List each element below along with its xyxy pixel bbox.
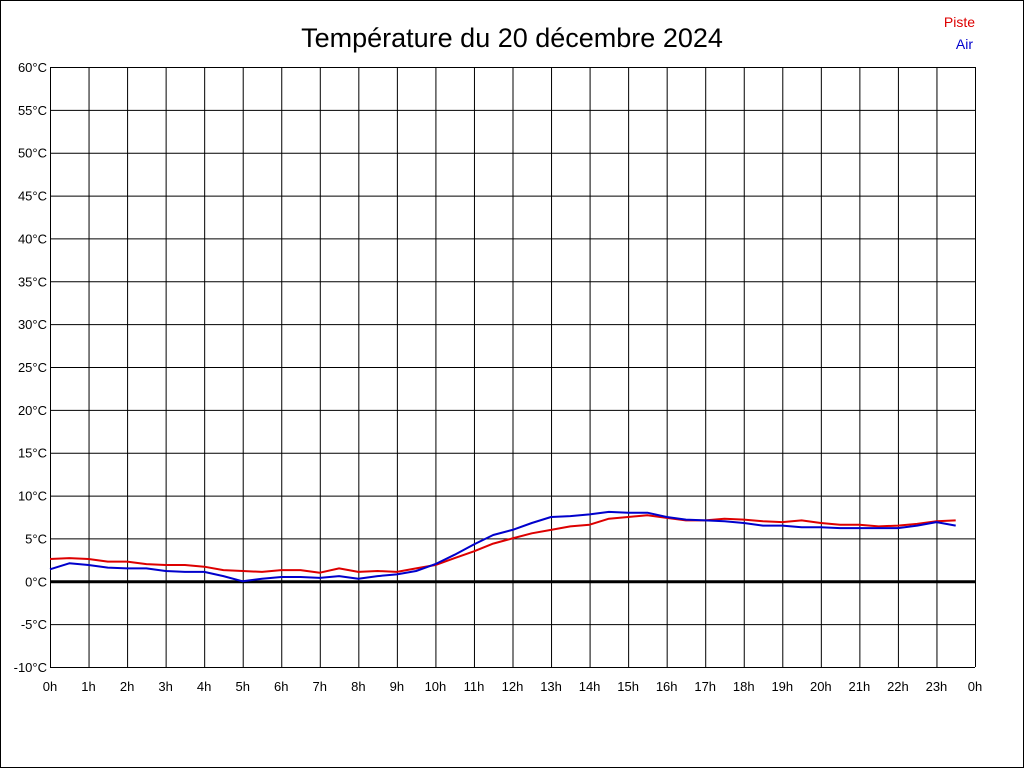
y-tick-label: 10°C [18, 489, 47, 504]
x-tick-label: 13h [540, 679, 562, 694]
x-tick-label: 7h [313, 679, 327, 694]
y-tick-label: 20°C [18, 403, 47, 418]
legend-entry-piste: Piste [944, 14, 975, 30]
y-tick-label: 25°C [18, 360, 47, 375]
grid [50, 67, 976, 668]
y-tick-label: 15°C [18, 446, 47, 461]
x-tick-label: 22h [887, 679, 909, 694]
y-tick-label: 55°C [18, 103, 47, 118]
chart-title: Température du 20 décembre 2024 [301, 23, 723, 53]
x-tick-label: 9h [390, 679, 404, 694]
x-axis-tick-labels: 0h 1h 2h 3h 4h 5h 6h 7h 8h 9h 10h 11h 12h 13h 14h 15h 16… [43, 679, 982, 694]
legend-entry-air: Air [956, 36, 973, 52]
x-tick-label: 5h [235, 679, 249, 694]
y-tick-label: 45°C [18, 189, 47, 204]
x-tick-label: 19h [771, 679, 793, 694]
y-tick-label: 0°C [25, 574, 47, 589]
y-tick-label: 30°C [18, 317, 47, 332]
x-tick-label: 16h [656, 679, 678, 694]
x-tick-label: 23h [926, 679, 948, 694]
y-tick-label: -5°C [21, 617, 47, 632]
x-tick-label: 3h [158, 679, 172, 694]
x-tick-label: 10h [425, 679, 447, 694]
x-tick-label: 8h [351, 679, 365, 694]
x-tick-label: 18h [733, 679, 755, 694]
x-tick-label: 1h [81, 679, 95, 694]
y-tick-label: 50°C [18, 146, 47, 161]
x-tick-label: 6h [274, 679, 288, 694]
x-tick-label: 17h [694, 679, 716, 694]
y-tick-label: 5°C [25, 531, 47, 546]
x-tick-label: 15h [617, 679, 639, 694]
y-tick-label: 40°C [18, 231, 47, 246]
x-tick-label: 0h [43, 679, 57, 694]
x-tick-label: 2h [120, 679, 134, 694]
y-tick-label: 35°C [18, 274, 47, 289]
x-tick-label: 11h [464, 679, 485, 694]
y-axis-tick-labels: 60°C 55°C 50°C 45°C 40°C 35°C 30°C 25°C 20°C 15°C… [14, 60, 47, 675]
y-tick-label: 60°C [18, 60, 47, 75]
y-tick-label: -10°C [14, 660, 47, 675]
series-line-piste [49, 514, 956, 574]
series-lines [49, 510, 956, 583]
x-tick-label: 4h [197, 679, 211, 694]
x-tick-label: 0h [968, 679, 982, 694]
x-tick-label: 20h [810, 679, 832, 694]
series-line-air [49, 510, 956, 583]
x-tick-label: 12h [502, 679, 524, 694]
x-tick-label: 14h [579, 679, 601, 694]
x-tick-label: 21h [849, 679, 871, 694]
